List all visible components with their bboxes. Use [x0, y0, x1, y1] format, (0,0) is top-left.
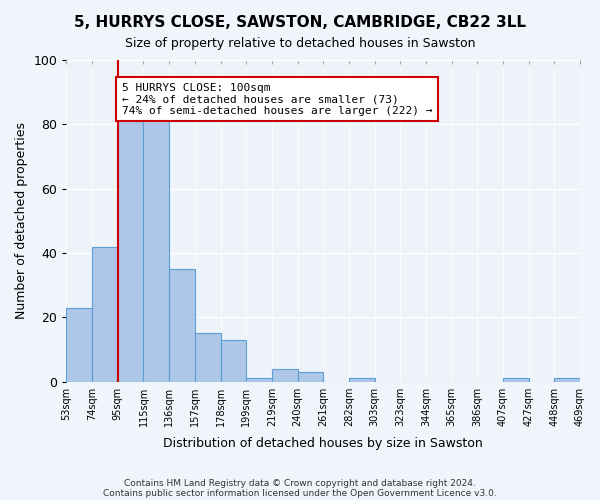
Y-axis label: Number of detached properties: Number of detached properties: [15, 122, 28, 320]
Text: 5, HURRYS CLOSE, SAWSTON, CAMBRIDGE, CB22 3LL: 5, HURRYS CLOSE, SAWSTON, CAMBRIDGE, CB2…: [74, 15, 526, 30]
Bar: [298, 372, 323, 382]
Bar: [246, 378, 272, 382]
Bar: [195, 334, 221, 382]
X-axis label: Distribution of detached houses by size in Sawston: Distribution of detached houses by size …: [163, 437, 483, 450]
Bar: [67, 308, 92, 382]
Bar: [554, 378, 580, 382]
Text: 5 HURRYS CLOSE: 100sqm
← 24% of detached houses are smaller (73)
74% of semi-det: 5 HURRYS CLOSE: 100sqm ← 24% of detached…: [122, 82, 432, 116]
Bar: [503, 378, 529, 382]
Bar: [272, 369, 298, 382]
Bar: [118, 121, 143, 382]
Text: Size of property relative to detached houses in Sawston: Size of property relative to detached ho…: [125, 38, 475, 51]
Bar: [92, 246, 118, 382]
Bar: [143, 108, 169, 382]
Text: Contains public sector information licensed under the Open Government Licence v3: Contains public sector information licen…: [103, 488, 497, 498]
Text: Contains HM Land Registry data © Crown copyright and database right 2024.: Contains HM Land Registry data © Crown c…: [124, 478, 476, 488]
Bar: [221, 340, 246, 382]
Bar: [169, 269, 195, 382]
Bar: [349, 378, 374, 382]
